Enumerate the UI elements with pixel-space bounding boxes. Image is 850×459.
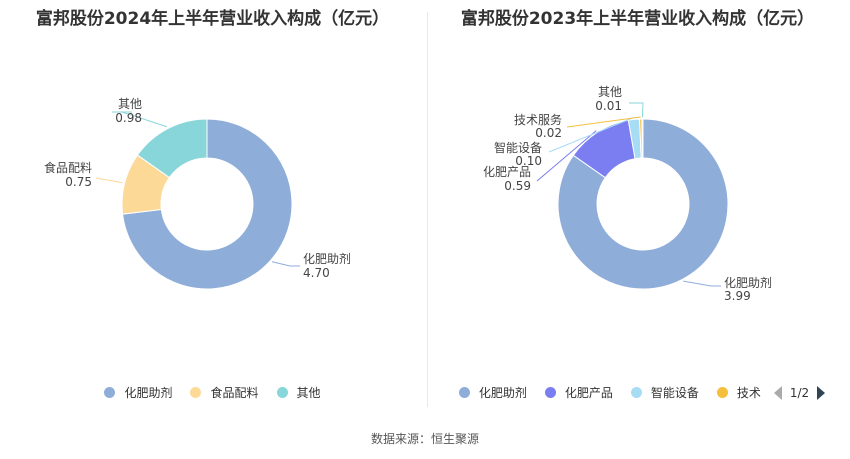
legend-dot — [190, 387, 202, 398]
legend-label: 化肥助剂 — [124, 386, 173, 400]
legend-dot — [544, 387, 556, 398]
slice-value-label: 0.75 — [65, 175, 92, 189]
data-source: 数据来源：恒生聚源 — [370, 432, 479, 446]
legend-label: 食品配料 — [210, 386, 259, 400]
pie-slice[interactable] — [122, 118, 293, 290]
legend-item-other[interactable]: 其他 — [276, 384, 321, 401]
slice-name-label: 技术服务 — [514, 112, 562, 127]
chart-title-2023: 富邦股份2023年上半年营业收入构成（亿元） — [460, 9, 815, 29]
slice-value-label: 4.70 — [303, 266, 330, 280]
legend-dot — [104, 387, 116, 398]
legend-item-technical[interactable]: 技术 — [716, 384, 761, 401]
legend-item-fertilizer-product[interactable]: 化肥产品 — [544, 384, 613, 401]
legend-label: 化肥产品 — [564, 386, 613, 400]
slice-value-label: 0.01 — [595, 99, 622, 113]
chart-panel-2023: 富邦股份2023年上半年营业收入构成（亿元） 化肥助剂 3.99 化肥产品 0.59 智… — [425, 0, 850, 410]
pie-slice[interactable] — [136, 118, 208, 179]
pie-slice[interactable] — [641, 118, 644, 159]
slice-name-label: 智能设备 — [494, 140, 542, 155]
slice-name-label: 其他 — [598, 85, 622, 99]
slice-name-label: 其他 — [118, 97, 142, 111]
legend-dot — [716, 387, 728, 398]
legend-item-food-ingredient[interactable]: 食品配料 — [190, 384, 259, 401]
legend-label: 其他 — [296, 386, 321, 400]
legend-2023: 化肥助剂 化肥产品 智能设备 技术 1/2 — [425, 384, 850, 401]
slice-value-label: 0.98 — [115, 111, 142, 125]
panel-divider — [427, 12, 428, 407]
legend-pager: 1/2 — [773, 385, 826, 400]
slice-name-label: 化肥产品 — [483, 165, 531, 179]
slice-name-label: 化肥助剂 — [724, 275, 772, 290]
label-leader-line — [112, 111, 168, 128]
legend-label: 智能设备 — [650, 386, 699, 400]
legend-2024: 化肥助剂 食品配料 其他 — [0, 384, 425, 401]
prev-page-icon[interactable] — [773, 385, 782, 400]
label-leader-line — [536, 130, 597, 182]
legend-item-fertilizer-additive[interactable]: 化肥助剂 — [104, 384, 172, 401]
chart-title-2024: 富邦股份2024年上半年营业收入构成（亿元） — [35, 9, 390, 29]
chart-panel-2024: 富邦股份2024年上半年营业收入构成（亿元） 化肥助剂 4.70 食品配料 0.75 其… — [0, 0, 425, 410]
legend-dot — [276, 387, 288, 398]
label-leader-line — [271, 261, 300, 267]
next-page-icon[interactable] — [817, 385, 826, 400]
legend-item-smart-equipment[interactable]: 智能设备 — [630, 384, 699, 401]
slice-value-label: 0.02 — [535, 126, 562, 140]
legend-dot — [458, 387, 470, 398]
legend-label: 化肥助剂 — [478, 386, 527, 400]
slice-name-label: 化肥助剂 — [303, 251, 351, 266]
label-leader-line — [683, 280, 721, 287]
legend-label: 技术 — [736, 386, 761, 400]
legend-page-indicator: 1/2 — [789, 385, 810, 400]
pie-slice[interactable] — [557, 118, 729, 290]
slice-value-label: 0.10 — [515, 154, 542, 168]
label-leader-line — [95, 177, 123, 184]
legend-dot — [630, 387, 642, 398]
label-leader-line — [566, 116, 641, 128]
legend-item-fertilizer-additive[interactable]: 化肥助剂 — [458, 384, 527, 401]
label-leader-line — [548, 117, 634, 153]
slice-value-label: 3.99 — [724, 289, 751, 303]
label-leader-line — [629, 102, 644, 118]
slice-value-label: 0.59 — [504, 179, 531, 193]
slice-name-label: 食品配料 — [44, 160, 92, 175]
